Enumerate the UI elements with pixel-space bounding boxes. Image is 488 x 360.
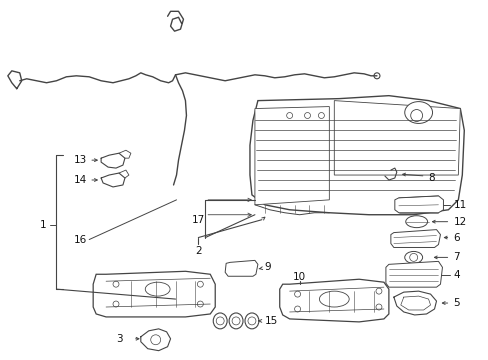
Text: 17: 17	[191, 215, 204, 225]
Circle shape	[232, 317, 240, 325]
Polygon shape	[334, 100, 459, 175]
Circle shape	[373, 73, 379, 79]
Polygon shape	[385, 261, 442, 287]
Polygon shape	[224, 260, 257, 276]
Text: 6: 6	[452, 233, 459, 243]
Text: 11: 11	[452, 200, 466, 210]
Circle shape	[216, 317, 224, 325]
Ellipse shape	[404, 102, 432, 123]
Text: 12: 12	[452, 217, 466, 227]
Circle shape	[304, 113, 310, 118]
Text: 5: 5	[452, 298, 459, 308]
Circle shape	[410, 109, 422, 121]
Text: 13: 13	[73, 155, 86, 165]
Ellipse shape	[319, 291, 348, 307]
Ellipse shape	[145, 282, 170, 296]
Circle shape	[113, 301, 119, 307]
Circle shape	[294, 306, 300, 312]
Polygon shape	[254, 107, 328, 205]
Circle shape	[375, 288, 381, 294]
Circle shape	[247, 317, 255, 325]
Text: 4: 4	[452, 270, 459, 280]
Circle shape	[150, 335, 161, 345]
Polygon shape	[279, 279, 388, 322]
Text: 15: 15	[264, 316, 278, 326]
Ellipse shape	[404, 251, 422, 264]
Ellipse shape	[405, 216, 427, 228]
Circle shape	[409, 253, 417, 261]
Text: 3: 3	[116, 334, 122, 344]
Text: 9: 9	[264, 262, 271, 272]
Circle shape	[197, 281, 203, 287]
Text: 14: 14	[73, 175, 86, 185]
Polygon shape	[249, 96, 463, 215]
Text: 8: 8	[427, 173, 434, 183]
Circle shape	[113, 281, 119, 287]
Text: 10: 10	[292, 272, 305, 282]
Text: 1: 1	[40, 220, 46, 230]
Polygon shape	[394, 196, 443, 213]
Text: 2: 2	[195, 247, 201, 256]
Ellipse shape	[244, 313, 258, 329]
Circle shape	[197, 301, 203, 307]
Circle shape	[318, 113, 324, 118]
Text: 16: 16	[73, 234, 86, 244]
Circle shape	[286, 113, 292, 118]
Polygon shape	[93, 271, 215, 317]
Text: 7: 7	[452, 252, 459, 262]
Polygon shape	[390, 230, 440, 247]
Ellipse shape	[213, 313, 226, 329]
Circle shape	[375, 304, 381, 310]
Circle shape	[294, 291, 300, 297]
Ellipse shape	[229, 313, 243, 329]
